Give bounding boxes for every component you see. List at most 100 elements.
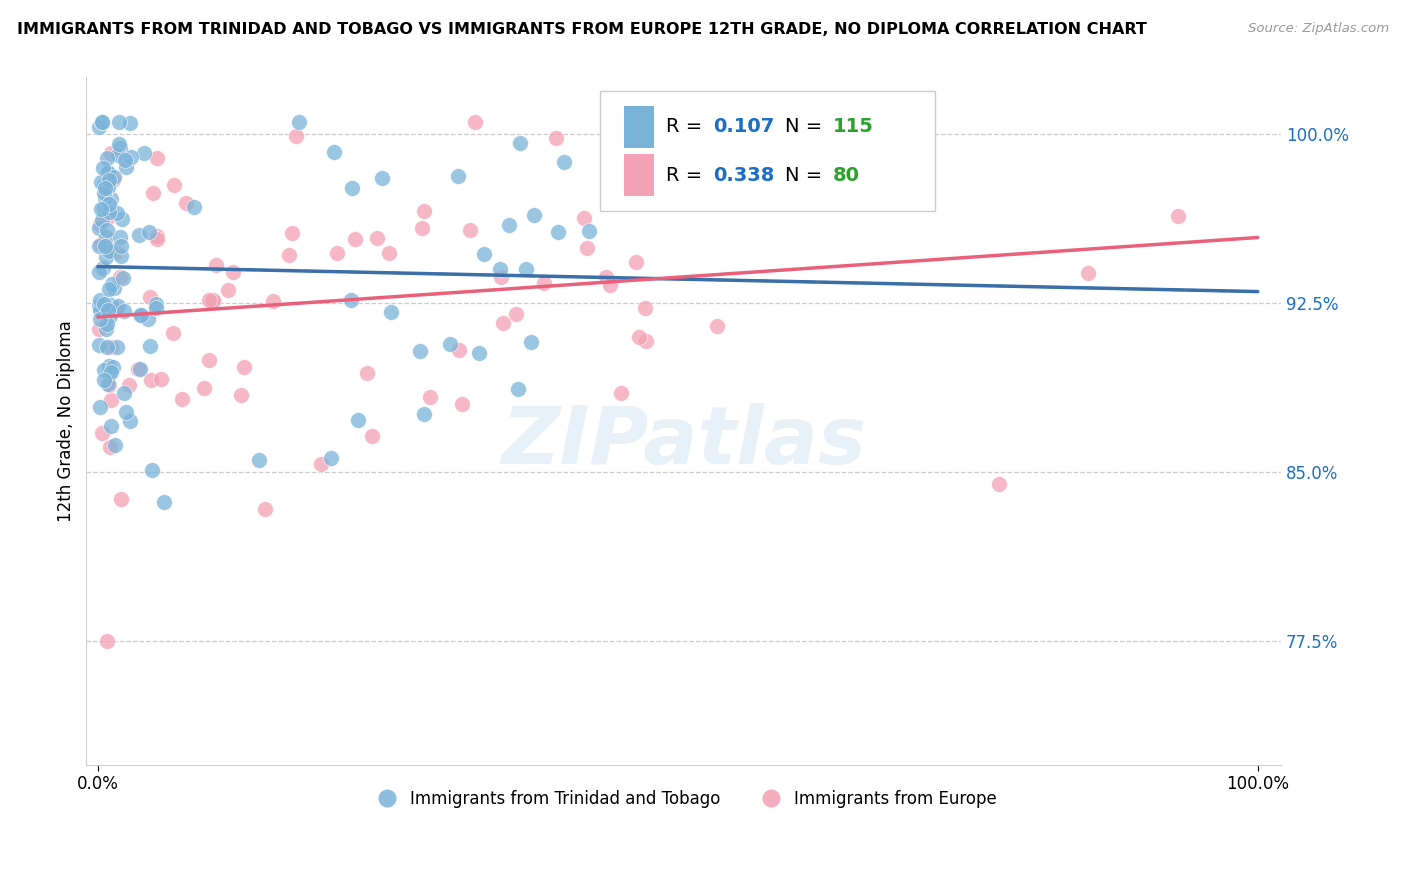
Point [118,414,141,428]
Point [515,261,537,276]
Point [232,359,254,374]
Point [624,254,647,268]
Text: R =: R = [665,166,709,185]
Point [120,150,142,164]
Point [370,171,392,186]
Point [706,318,728,333]
Point [380,304,402,318]
Point [449,343,471,357]
Point [98,378,121,392]
Point [90,175,112,189]
Point [1077,266,1099,280]
Point [139,339,162,353]
Text: ZIPatlas: ZIPatlas [501,402,866,481]
Point [100,146,122,161]
Point [578,224,600,238]
Point [93,181,115,195]
Point [145,301,167,315]
Point [378,245,401,260]
Point [100,340,122,354]
Point [183,201,205,215]
Text: R =: R = [665,118,709,136]
Point [89,217,111,231]
Point [93,201,115,215]
Point [523,208,546,222]
Point [610,386,633,401]
Point [91,426,114,441]
Text: N =: N = [785,166,828,185]
Point [90,202,112,217]
Point [91,213,114,227]
Point [627,330,650,344]
Point [110,249,132,263]
Point [127,361,149,376]
Point [112,271,135,285]
FancyBboxPatch shape [624,106,654,147]
Point [146,232,169,246]
Point [112,385,135,400]
Point [553,154,575,169]
Point [110,239,132,253]
Point [108,115,131,129]
Point [100,393,122,408]
Point [413,204,436,219]
Point [128,309,150,323]
Point [366,231,388,245]
Point [98,243,121,257]
Point [141,462,163,476]
Point [103,281,125,295]
Point [114,405,136,419]
Point [174,195,197,210]
Point [105,340,128,354]
Point [361,429,384,443]
Point [281,226,304,240]
Point [411,221,433,235]
Point [547,225,569,239]
Point [149,372,172,386]
Point [139,290,162,304]
Point [96,222,118,236]
Point [153,494,176,508]
Point [97,196,120,211]
Point [509,136,531,150]
Point [138,225,160,239]
Point [217,283,239,297]
Point [94,230,117,244]
Point [94,182,117,196]
Point [103,172,125,186]
Point [100,419,122,434]
FancyBboxPatch shape [600,91,935,211]
Point [98,309,121,323]
Point [138,311,160,326]
Point [253,502,276,516]
Point [145,297,167,311]
Point [472,247,495,261]
Point [619,115,641,129]
Point [87,120,110,134]
Point [107,299,129,313]
Point [91,115,114,129]
Point [90,236,112,251]
Point [97,210,120,224]
Point [134,146,156,161]
Point [447,169,470,183]
Point [544,130,567,145]
Point [409,343,432,358]
Point [205,259,228,273]
Point [89,312,111,326]
Point [118,377,141,392]
Point [491,270,513,285]
Point [94,322,117,336]
Point [110,141,132,155]
Point [284,129,307,144]
Point [987,477,1010,491]
Text: Source: ZipAtlas.com: Source: ZipAtlas.com [1249,22,1389,36]
Point [93,178,115,193]
Point [108,270,131,285]
Point [319,450,342,465]
Point [498,218,520,232]
Legend: Immigrants from Trinidad and Tobago, Immigrants from Europe: Immigrants from Trinidad and Tobago, Imm… [364,783,1004,814]
Point [98,364,121,378]
Point [343,232,366,246]
Text: 0.107: 0.107 [713,118,775,136]
